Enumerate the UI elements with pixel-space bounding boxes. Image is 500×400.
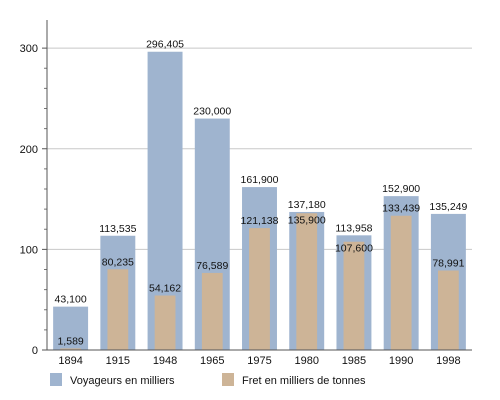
y-tick-label: 0: [32, 345, 38, 357]
bar-fret: [154, 295, 176, 350]
bar-fret: [249, 228, 270, 350]
data-label-voyageurs: 296,405: [146, 39, 184, 51]
bar-fret: [60, 348, 81, 350]
data-label-voyageurs: 152,900: [382, 183, 420, 195]
bar-voyageurs: [53, 306, 89, 350]
x-tick-label: 1975: [247, 355, 271, 367]
data-label-fret: 121,138: [241, 215, 279, 227]
bars: [53, 51, 466, 351]
x-tick-label: 1980: [294, 355, 318, 367]
x-tick-label: 1915: [106, 355, 130, 367]
legend-swatch: [50, 373, 62, 386]
data-label-voyageurs: 113,958: [335, 222, 372, 234]
x-tick-label: 1990: [389, 355, 413, 367]
legend-swatch: [222, 373, 234, 386]
data-label-fret: 1,589: [57, 335, 83, 347]
data-label-voyageurs: 137,180: [288, 199, 326, 211]
data-label-voyageurs: 43,100: [55, 294, 87, 306]
x-tick-label: 1948: [153, 355, 177, 367]
x-tick-label: 1965: [200, 355, 224, 367]
data-label-fret: 80,235: [102, 256, 134, 268]
legend: Voyageurs en milliers Fret en milliers de…: [50, 373, 366, 387]
data-label-fret: 107,600: [335, 243, 373, 255]
x-tick-label: 1998: [436, 355, 460, 367]
bar-fret: [107, 269, 129, 350]
y-tick-label: 100: [20, 244, 38, 256]
data-labels: 43,100 1,589 113,535 80,235 296,405 54,162 230…: [55, 39, 468, 348]
data-label-fret: 133,439: [382, 203, 420, 215]
bar-fret: [390, 215, 412, 350]
data-label-voyageurs: 230,000: [193, 106, 231, 118]
y-tick-label: 200: [20, 144, 38, 156]
x-tick-label: 1894: [58, 355, 82, 367]
bar-fret: [201, 272, 223, 350]
data-label-fret: 135,900: [288, 214, 326, 226]
x-tick-label: 1985: [342, 355, 366, 367]
data-label-fret: 54,162: [149, 282, 181, 294]
data-label-fret: 78,991: [432, 258, 464, 270]
data-label-voyageurs: 161,900: [241, 174, 279, 186]
legend-label: Voyageurs en milliers: [70, 375, 175, 387]
y-axis: 0 100 200 300: [20, 20, 48, 357]
data-label-voyageurs: 113,535: [99, 223, 136, 235]
bar-fret: [296, 213, 318, 350]
data-label-fret: 76,589: [196, 260, 228, 272]
legend-label: Fret en milliers de tonnes: [242, 375, 366, 387]
y-tick-label: 300: [20, 43, 38, 55]
data-label-voyageurs: 135,249: [429, 201, 467, 213]
bar-fret: [343, 241, 365, 350]
x-axis: 1894 1915 1948 1965 1975 1980 1985 1990 1998: [47, 349, 472, 367]
bar-fret: [438, 270, 459, 350]
